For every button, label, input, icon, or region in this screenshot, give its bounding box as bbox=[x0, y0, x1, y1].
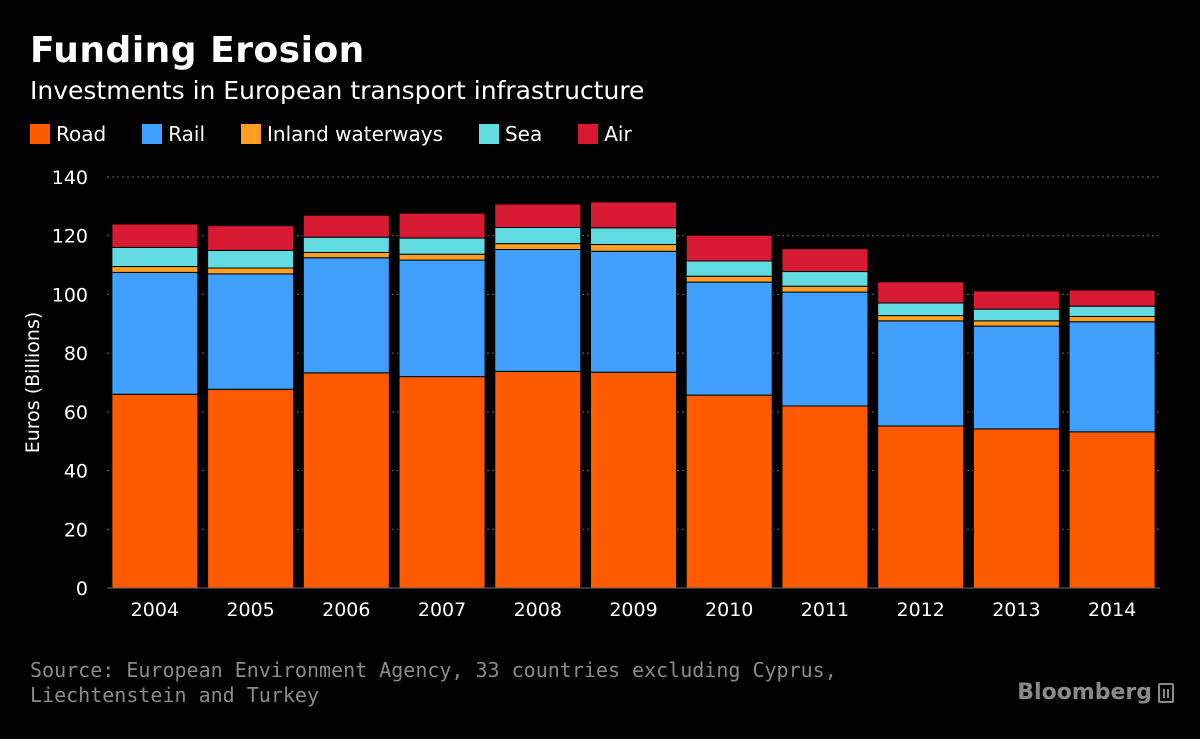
bar-sea-2006 bbox=[302, 236, 390, 253]
bar-inland-waterways-2007 bbox=[398, 253, 486, 261]
bar-road-2006 bbox=[302, 372, 390, 589]
bar-air-2014 bbox=[1068, 289, 1156, 307]
bar-rail-2012 bbox=[877, 320, 965, 427]
bar-sea-2011 bbox=[781, 271, 869, 287]
chart-subtitle: Investments in European transport infras… bbox=[30, 76, 645, 105]
bar-inland-waterways-2009 bbox=[590, 244, 677, 252]
bar-sea-2014 bbox=[1068, 305, 1156, 317]
legend-item-road: Road bbox=[30, 122, 106, 146]
legend-item-inland-waterways: Inland waterways bbox=[241, 122, 443, 146]
bar-inland-waterways-2013 bbox=[972, 320, 1060, 327]
legend-swatch bbox=[578, 124, 599, 144]
bar-rail-2004 bbox=[111, 271, 199, 395]
bar-road-2009 bbox=[590, 371, 677, 589]
legend-swatch bbox=[142, 124, 163, 144]
bar-sea-2013 bbox=[972, 308, 1060, 322]
bar-air-2011 bbox=[781, 248, 869, 273]
bar-road-2007 bbox=[398, 376, 486, 589]
legend-label: Sea bbox=[504, 122, 543, 146]
bar-air-2008 bbox=[494, 203, 582, 228]
legend-label: Road bbox=[56, 122, 107, 146]
legend: Road Rail Inland waterways Sea Air bbox=[30, 122, 668, 146]
brand-name: Bloomberg bbox=[1017, 680, 1152, 705]
x-tick-label: 2006 bbox=[322, 599, 370, 621]
bar-sea-2007 bbox=[398, 237, 486, 255]
bar-sea-2005 bbox=[207, 249, 295, 269]
legend-label: Air bbox=[604, 122, 632, 146]
legend-label: Inland waterways bbox=[267, 122, 443, 146]
y-tick-label: 100 bbox=[52, 284, 88, 306]
bar-inland-waterways-2005 bbox=[207, 267, 295, 275]
bar-rail-2010 bbox=[685, 281, 773, 396]
x-tick-label: 2005 bbox=[226, 599, 274, 621]
bar-inland-waterways-2011 bbox=[781, 285, 869, 293]
legend-item-rail: Rail bbox=[142, 122, 205, 146]
bar-road-2010 bbox=[685, 394, 773, 589]
x-tick-label: 2013 bbox=[992, 599, 1040, 621]
bar-rail-2008 bbox=[494, 249, 582, 372]
x-tick-label: 2009 bbox=[609, 599, 657, 621]
bar-rail-2011 bbox=[781, 291, 869, 407]
bar-road-2012 bbox=[877, 425, 965, 589]
bar-air-2005 bbox=[207, 225, 295, 251]
bloomberg-terminal-icon bbox=[1158, 682, 1174, 703]
x-tick-label: 2004 bbox=[131, 599, 179, 621]
bar-inland-waterways-2012 bbox=[877, 315, 965, 322]
bar-air-2009 bbox=[590, 201, 677, 229]
bar-road-2005 bbox=[207, 388, 295, 589]
legend-swatch bbox=[30, 124, 50, 144]
bar-inland-waterways-2004 bbox=[111, 266, 199, 273]
bar-sea-2009 bbox=[590, 227, 677, 246]
legend-item-air: Air bbox=[578, 122, 632, 146]
bar-inland-waterways-2006 bbox=[302, 251, 390, 259]
y-tick-label: 0 bbox=[76, 578, 88, 600]
bar-sea-2008 bbox=[494, 226, 582, 245]
bar-air-2006 bbox=[302, 214, 390, 238]
stacked-bar-chart: 0 20 40 60 80 100 120 140 Euros (Billions) 2004 20… bbox=[22, 167, 1160, 621]
bar-rail-2014 bbox=[1068, 321, 1156, 433]
bar-air-2004 bbox=[111, 223, 199, 248]
bar-rail-2006 bbox=[302, 257, 390, 374]
bar-inland-waterways-2010 bbox=[685, 275, 773, 283]
bar-road-2014 bbox=[1068, 431, 1156, 589]
bar-air-2012 bbox=[877, 281, 965, 304]
bloomberg-logo: Bloomberg bbox=[1017, 680, 1174, 705]
bar-sea-2010 bbox=[685, 260, 773, 277]
y-tick-label: 20 bbox=[64, 519, 88, 541]
legend-swatch bbox=[241, 124, 262, 144]
bar-inland-waterways-2008 bbox=[494, 243, 582, 251]
bar-rail-2007 bbox=[398, 259, 486, 378]
x-tick-label: 2008 bbox=[514, 599, 562, 621]
x-tick-label: 2007 bbox=[418, 599, 466, 621]
legend-item-sea: Sea bbox=[478, 122, 543, 146]
bar-rail-2009 bbox=[590, 250, 677, 373]
y-tick-label: 140 bbox=[52, 167, 88, 189]
y-tick-label: 40 bbox=[64, 461, 88, 483]
x-tick-label: 2012 bbox=[897, 599, 945, 621]
bar-rail-2013 bbox=[972, 325, 1060, 430]
bar-road-2008 bbox=[494, 370, 582, 589]
chart-title: Funding Erosion bbox=[30, 30, 365, 71]
bar-air-2007 bbox=[398, 212, 486, 239]
y-tick-label: 120 bbox=[52, 226, 88, 248]
bar-air-2013 bbox=[972, 290, 1060, 310]
legend-label: Rail bbox=[168, 122, 206, 146]
source-note: Source: European Environment Agency, 33 … bbox=[30, 658, 837, 707]
bar-road-2013 bbox=[972, 428, 1060, 589]
bar-road-2004 bbox=[111, 393, 199, 589]
bar-rail-2005 bbox=[207, 273, 295, 390]
bar-sea-2012 bbox=[877, 302, 965, 317]
y-tick-label: 80 bbox=[64, 343, 88, 365]
bar-air-2010 bbox=[685, 234, 773, 262]
y-axis-label: Euros (Billions) bbox=[22, 312, 44, 454]
x-tick-label: 2010 bbox=[705, 599, 753, 621]
legend-swatch bbox=[478, 124, 499, 144]
bar-road-2011 bbox=[781, 405, 869, 589]
bar-sea-2004 bbox=[111, 246, 199, 268]
bar-inland-waterways-2014 bbox=[1068, 315, 1156, 323]
x-tick-label: 2014 bbox=[1088, 599, 1136, 621]
y-tick-label: 60 bbox=[64, 402, 88, 424]
x-tick-label: 2011 bbox=[801, 599, 849, 621]
